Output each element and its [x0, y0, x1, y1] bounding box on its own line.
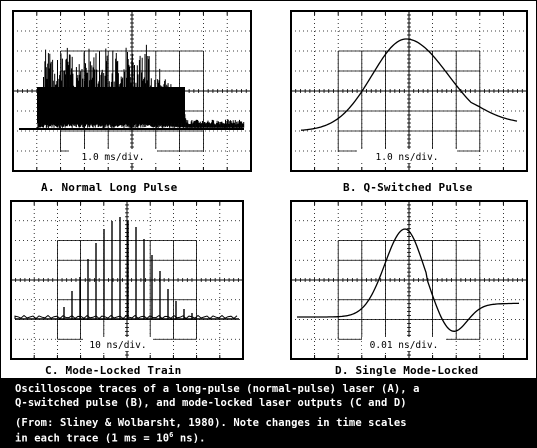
- panel-label-d: D. Single Mode-Locked: [335, 364, 479, 377]
- scale-text-c: 10 ns/div.: [89, 340, 146, 351]
- scope-screen-c: [10, 200, 244, 360]
- panel-label-b: B. Q-Switched Pulse: [343, 181, 473, 194]
- figure-caption: Oscilloscope traces of a long-pulse (nor…: [1, 378, 536, 447]
- trace-single-mode-locked: [297, 228, 520, 332]
- panel-label-c: C. Mode-Locked Train: [45, 364, 182, 377]
- scope-screen-d: [290, 200, 528, 360]
- caption-line-3: (From: Sliney & Wolbarsht, 1980). Note c…: [15, 417, 407, 429]
- scale-label-c: 10 ns/div.: [83, 337, 153, 351]
- oscilloscope-panels: 1.0 ms/div. 1.0 ns/div. 10 ns/div. 0.01 …: [10, 10, 528, 360]
- caption-line-2: Q-switched pulse (B), and mode-locked la…: [15, 397, 407, 409]
- caption-line-4-sup: 6: [169, 431, 174, 439]
- scale-label-d: 0.01 ns/div.: [362, 337, 446, 351]
- caption-line-4-prefix: in each trace (1 ms = 10: [15, 432, 170, 445]
- scope-screen-b: [290, 10, 528, 172]
- scale-text-d: 0.01 ns/div.: [370, 340, 439, 351]
- scale-label-b: 1.0 ns/div.: [357, 149, 457, 163]
- trace-long-pulse: [19, 44, 245, 130]
- scale-text-a: 1.0 ms/div.: [82, 152, 145, 163]
- caption-line-4-suffix: ns).: [173, 432, 206, 445]
- caption-line-4: in each trace (1 ms = 106 ns).: [15, 431, 206, 445]
- scale-label-a: 1.0 ms/div.: [69, 149, 157, 163]
- scale-text-b: 1.0 ns/div.: [376, 152, 439, 163]
- panel-label-a: A. Normal Long Pulse: [41, 181, 178, 194]
- caption-line-1: Oscilloscope traces of a long-pulse (nor…: [15, 383, 420, 395]
- trace-mode-locked-train: [14, 217, 239, 320]
- trace-q-switched: [300, 38, 518, 131]
